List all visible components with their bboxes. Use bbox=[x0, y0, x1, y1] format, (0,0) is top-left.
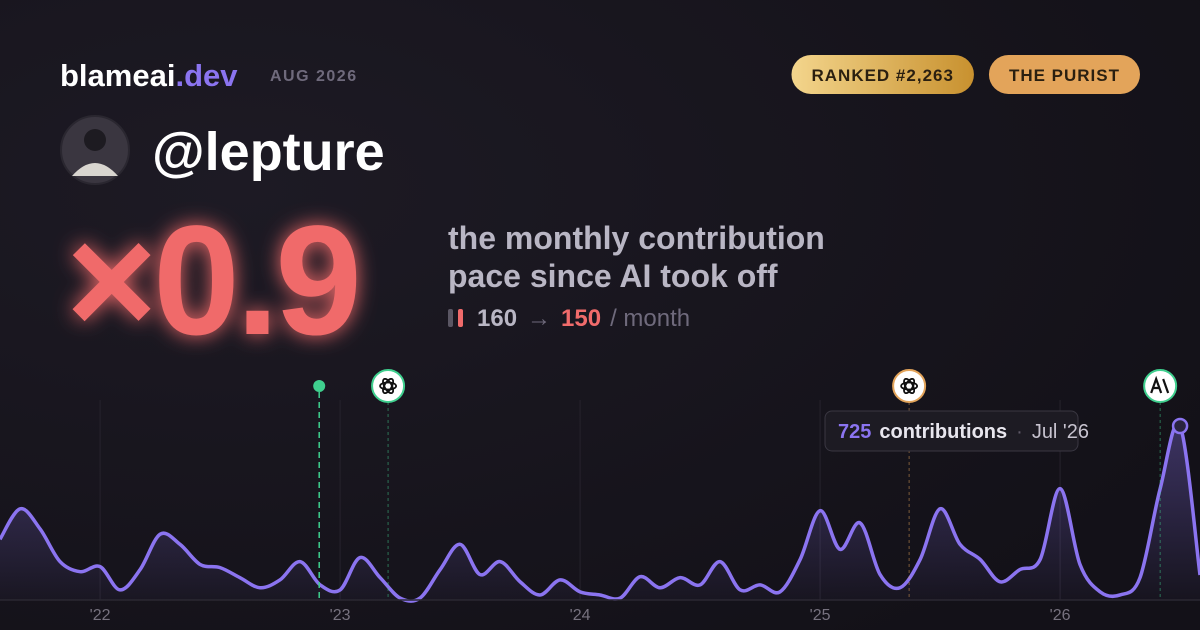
date: AUG 2026 bbox=[270, 68, 358, 85]
brand-name: blameai bbox=[60, 58, 175, 93]
badges: THE PURIST RANKED #2,263 bbox=[791, 55, 1140, 94]
x-tick-label: '25 bbox=[810, 607, 831, 624]
badge-pill bbox=[791, 55, 974, 94]
event-badge bbox=[892, 369, 927, 403]
event-glyph bbox=[382, 378, 394, 394]
highlight-point bbox=[1171, 417, 1189, 435]
badge: RANKED #2,263 bbox=[791, 55, 974, 94]
multiplier: ×0.9 bbox=[66, 194, 358, 368]
event bbox=[371, 369, 406, 600]
tooltip: 725 contributions · Jul '26 bbox=[824, 410, 1089, 452]
pace-after: 150 bbox=[561, 305, 601, 332]
pace-icon bbox=[448, 309, 453, 327]
pace-unit: / month bbox=[610, 305, 690, 332]
badge-text: RANKED #2,263 bbox=[811, 66, 953, 85]
event-badge bbox=[371, 369, 406, 403]
area bbox=[0, 423, 1200, 602]
x-tick-label: '26 bbox=[1050, 607, 1071, 624]
event-dot bbox=[313, 380, 326, 392]
badge-pill bbox=[988, 55, 1140, 94]
event-glyph bbox=[382, 378, 394, 394]
tooltip-label: contributions bbox=[879, 421, 1007, 443]
badge: THE PURIST bbox=[988, 55, 1140, 94]
event-glyph bbox=[903, 378, 915, 394]
event bbox=[313, 380, 326, 600]
pace-before: 160 bbox=[477, 305, 517, 332]
event-badge bbox=[1143, 369, 1178, 403]
pace: 160 → 150 / month bbox=[477, 305, 690, 332]
x-tick-label: '24 bbox=[570, 607, 591, 624]
chart: '22 '23 '24 '25 '26 725 contributions · Jul '26 bbox=[0, 369, 1200, 624]
tooltip-value: 725 bbox=[838, 421, 871, 443]
event-glyph bbox=[900, 381, 918, 391]
tooltip-box bbox=[824, 410, 1079, 452]
x-tick-label: '22 bbox=[90, 607, 111, 624]
badge-text: THE PURIST bbox=[1009, 66, 1120, 85]
event-glyph bbox=[1150, 375, 1170, 394]
event-glyph bbox=[379, 381, 397, 391]
tooltip-text: 725 contributions · Jul '26 bbox=[838, 421, 1089, 443]
tooltip-separator: · bbox=[1016, 421, 1023, 443]
tooltip-date: Jul '26 bbox=[1032, 421, 1089, 443]
event bbox=[1143, 369, 1178, 600]
event-glyph bbox=[903, 378, 915, 394]
pace-arrow: → bbox=[527, 305, 551, 332]
brand: blameai.dev bbox=[60, 58, 238, 93]
caption-line: pace since AI took off bbox=[448, 258, 778, 294]
x-tick-label: '23 bbox=[330, 607, 351, 624]
handle: @lepture bbox=[152, 122, 385, 182]
caption-line: the monthly contribution bbox=[448, 220, 825, 256]
line bbox=[0, 421, 1200, 603]
avatar bbox=[60, 115, 130, 185]
brand-tld: .dev bbox=[175, 58, 238, 93]
pace-icon bbox=[458, 309, 463, 327]
